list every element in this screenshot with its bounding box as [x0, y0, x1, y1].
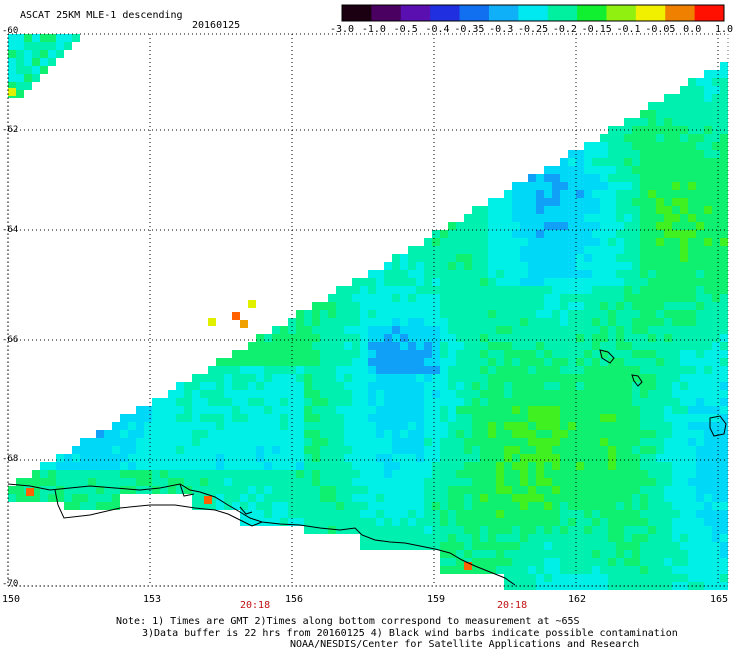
colorbar-segment — [459, 5, 490, 21]
lon-label: 159 — [427, 594, 446, 605]
note-line-2: 3)Data buffer is 22 hrs from 20160125 4)… — [142, 628, 678, 639]
colorbar-segment — [577, 5, 607, 21]
lat-label: -64 — [2, 225, 19, 235]
data-swath — [8, 34, 728, 590]
colorbar-label: -0.25 — [518, 24, 549, 35]
colorbar-label: -0.1 — [616, 24, 641, 35]
colorbar-label: -0.35 — [454, 24, 485, 35]
lon-label: 156 — [285, 594, 304, 605]
lat-label: -70 — [2, 579, 19, 589]
colorbar-segment — [547, 5, 578, 21]
colorbar-label: -0.15 — [581, 24, 612, 35]
colorbar-segment — [694, 5, 725, 21]
colorbar-segment — [606, 5, 637, 21]
colorbar-label: -0.05 — [645, 24, 676, 35]
colorbar-segment — [635, 5, 666, 21]
lon-label: 150 — [2, 594, 21, 605]
lat-label: -68 — [2, 454, 19, 464]
colorbar-label: -3.0 — [330, 24, 355, 35]
colorbar-label: -0.4 — [425, 24, 450, 35]
colorbar-segment — [430, 5, 461, 21]
lat-lon-grid — [7, 33, 729, 587]
colorbar-label: -0.2 — [552, 24, 577, 35]
lon-label: 165 — [710, 594, 729, 605]
time-label: 20:18 — [497, 600, 528, 611]
time-label: 20:18 — [240, 600, 271, 611]
colorbar-label: -1.0 — [361, 24, 386, 35]
colorbar-label: -0.3 — [489, 24, 514, 35]
note-line-3: NOAA/NESDIS/Center for Satellite Applica… — [290, 639, 640, 650]
colorbar-segment — [342, 5, 372, 21]
colorbar-segment — [488, 5, 519, 21]
lon-label: 162 — [568, 594, 587, 605]
lat-label: -66 — [2, 335, 19, 345]
colorbar-label: -0.5 — [393, 24, 418, 35]
map-title: ASCAT 25KM MLE-1 descending — [20, 10, 183, 21]
colorbar-segment — [400, 5, 431, 21]
colorbar-segment — [665, 5, 696, 21]
map-date: 20160125 — [192, 20, 241, 31]
lon-label: 153 — [143, 594, 162, 605]
color-scale-bar — [341, 4, 725, 22]
coastline — [7, 349, 727, 586]
colorbar-segment — [518, 5, 549, 21]
lat-label: -62 — [2, 125, 19, 135]
colorbar-label: 1.0 — [715, 24, 734, 35]
lat-label: -60 — [2, 26, 19, 36]
colorbar-label: 0.0 — [683, 24, 702, 35]
colorbar-segment — [371, 5, 402, 21]
note-line-1: Note: 1) Times are GMT 2)Times along bot… — [116, 616, 580, 627]
